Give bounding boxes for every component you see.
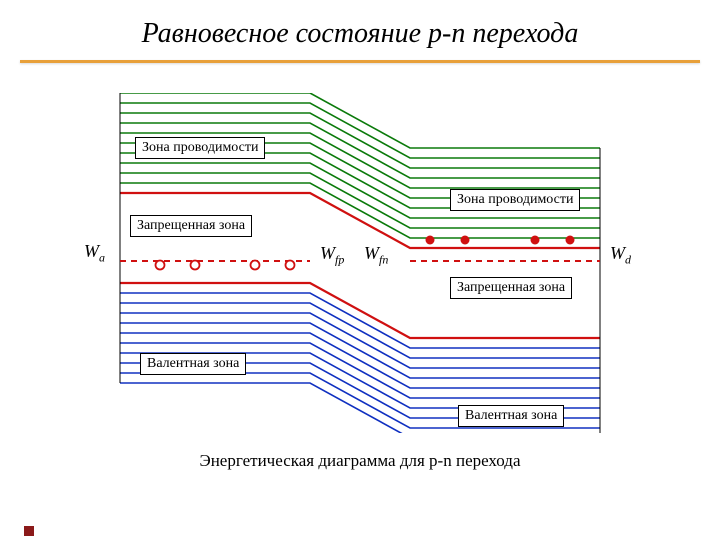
title-underline	[20, 60, 700, 63]
label-conduction-right: Зона проводимости	[450, 189, 580, 211]
label-valence-right: Валентная зона	[458, 405, 564, 427]
formula-wfn: Wfn	[362, 243, 390, 268]
page-title: Равновесное состояние p-n перехода	[0, 0, 720, 60]
label-forbidden-left: Запрещенная зона	[130, 215, 252, 237]
label-forbidden-right: Запрещенная зона	[450, 277, 572, 299]
diagram-caption: Энергетическая диаграмма для p-n переход…	[0, 451, 720, 471]
corner-bullet-icon	[24, 526, 34, 536]
label-valence-left: Валентная зона	[140, 353, 246, 375]
formula-wa: Wa	[82, 241, 107, 266]
label-conduction-left: Зона проводимости	[135, 137, 265, 159]
formula-wd: Wd	[608, 243, 633, 268]
formula-wfp: Wfp	[318, 243, 346, 268]
energy-diagram: Зона проводимости Зона проводимости Запр…	[80, 93, 640, 433]
